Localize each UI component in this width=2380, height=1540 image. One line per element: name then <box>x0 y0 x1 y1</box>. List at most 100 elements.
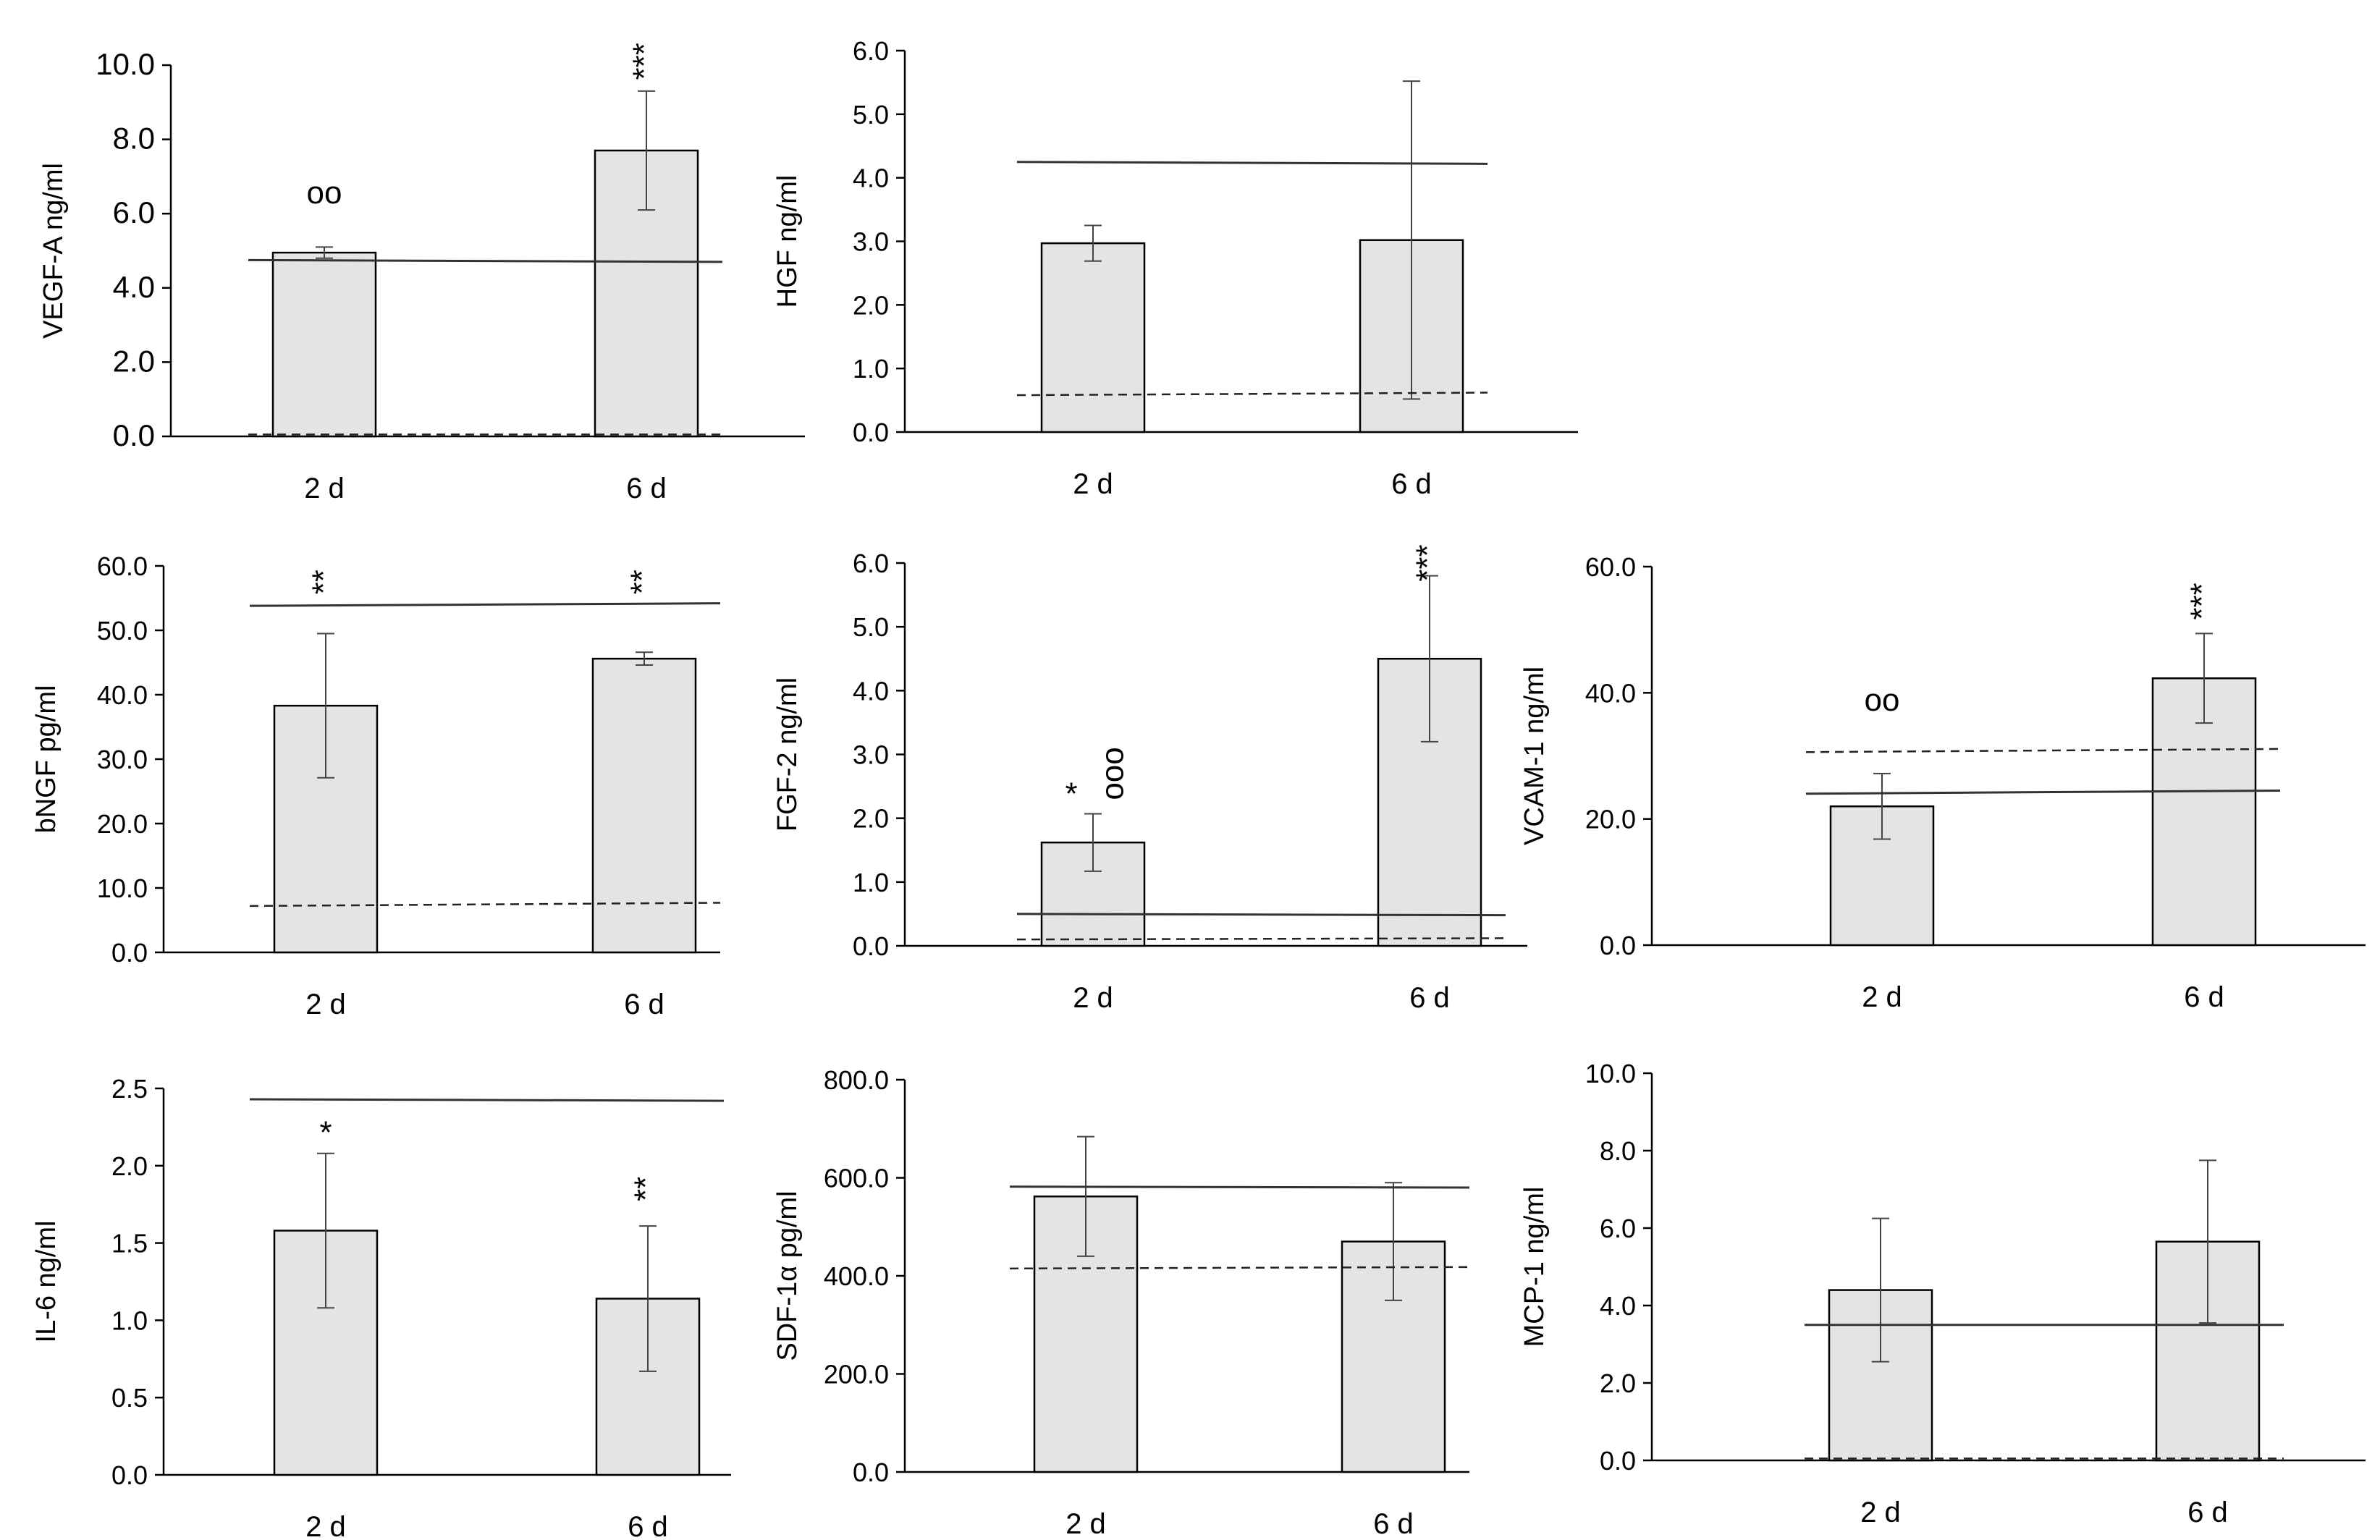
category-label: 6 d <box>1391 468 1432 500</box>
y-tick-label: 2.0 <box>1600 1368 1636 1398</box>
significance-mark: * <box>319 1115 332 1151</box>
chart-panel: 0.0 2.0 4.0 6.0 8.0 10.0 MCP-1 ng/ml 2 d 6 d <box>1519 1059 2366 1528</box>
y-tick-label: 10.0 <box>1585 1059 1636 1088</box>
y-tick-label: 5.0 <box>853 100 889 130</box>
reference-line-dashed <box>1009 1266 1470 1270</box>
y-axis-label: HGF ng/ml <box>772 175 803 308</box>
y-tick-label: 10.0 <box>96 47 155 81</box>
y-axis-label: MCP-1 ng/ml <box>1519 1187 1550 1348</box>
y-axis-label: VEGF-A ng/ml <box>38 163 69 339</box>
significance-mark: ** <box>628 1177 664 1201</box>
y-axis-label: SDF-1α pg/ml <box>772 1190 803 1361</box>
y-tick-label: 4.0 <box>853 676 889 706</box>
significance-mark: *** <box>1410 544 1446 581</box>
y-axis-label: FGF-2 ng/ml <box>772 677 803 832</box>
category-label: 2 d <box>304 473 345 504</box>
significance-mark: oo <box>307 175 342 211</box>
y-tick-label: 1.0 <box>853 354 889 384</box>
category-label: 2 d <box>1073 982 1113 1014</box>
y-tick-label: 600.0 <box>824 1164 889 1193</box>
y-tick-label: 2.0 <box>853 804 889 834</box>
y-tick-label: 20.0 <box>97 809 148 839</box>
reference-line-solid <box>1805 789 2281 795</box>
reference-line-dashed <box>1016 392 1488 397</box>
y-tick-label: 0.0 <box>1600 931 1636 960</box>
reference-line-solid <box>1016 913 1506 917</box>
y-tick-label: 20.0 <box>1585 805 1636 834</box>
y-tick-label: 40.0 <box>1585 678 1636 708</box>
category-label: 2 d <box>1862 981 1902 1013</box>
category-label: 6 d <box>1409 982 1450 1014</box>
significance-mark: *** <box>2185 583 2220 619</box>
y-tick-label: 60.0 <box>97 551 148 581</box>
category-label: 2 d <box>1860 1497 1901 1528</box>
y-tick-label: 0.5 <box>111 1383 148 1413</box>
y-tick-label: 2.0 <box>853 290 889 320</box>
y-tick-label: 0.0 <box>853 418 889 447</box>
y-tick-label: 50.0 <box>97 616 148 646</box>
y-tick-label: 30.0 <box>97 745 148 774</box>
bar <box>591 657 697 954</box>
chart-panel: 0.0 10.0 20.0 30.0 40.0 50.0 60.0 bNGF pg/ml 2 d… <box>31 551 721 1020</box>
significance-mark: * <box>1065 776 1077 811</box>
y-tick-label: 0.0 <box>1600 1446 1636 1476</box>
significance-mark: ** <box>306 570 342 594</box>
chart-panel: 0.0 1.0 2.0 3.0 4.0 5.0 6.0 FGF-2 ng/ml 2 d 6 d * o… <box>772 544 1527 1014</box>
y-axis-label: IL-6 ng/ml <box>31 1221 62 1343</box>
significance-mark: oo <box>1865 682 1900 718</box>
y-tick-label: 2.0 <box>113 344 155 378</box>
y-tick-label: 6.0 <box>113 195 155 229</box>
category-label: 6 d <box>628 1511 668 1540</box>
y-tick-label: 0.0 <box>853 1458 889 1487</box>
reference-line-dashed <box>1805 748 2281 753</box>
reference-line-solid <box>249 1098 725 1102</box>
y-tick-label: 8.0 <box>113 122 155 156</box>
bar <box>1040 242 1146 433</box>
significance-mark: *** <box>627 43 662 80</box>
y-tick-label: 4.0 <box>853 164 889 193</box>
chart-panel: 0.0 20.0 40.0 60.0 VCAM-1 ng/ml 2 d 6 d oo *** <box>1519 552 2366 1013</box>
reference-line-solid <box>249 602 721 607</box>
category-label: 6 d <box>2184 981 2224 1013</box>
significance-mark: ooo <box>1095 747 1131 800</box>
category-label: 2 d <box>1073 468 1113 500</box>
y-tick-label: 3.0 <box>853 227 889 257</box>
y-tick-label: 6.0 <box>1600 1214 1636 1243</box>
y-tick-label: 2.5 <box>111 1074 148 1104</box>
y-tick-label: 0.0 <box>113 418 155 452</box>
y-tick-label: 3.0 <box>853 740 889 770</box>
y-tick-label: 1.0 <box>853 868 889 897</box>
y-tick-label: 400.0 <box>824 1261 889 1291</box>
y-tick-label: 2.0 <box>111 1151 148 1181</box>
y-tick-label: 0.0 <box>853 931 889 961</box>
reference-line-dashed <box>1016 937 1506 941</box>
chart-panel: 0.0 200.0 400.0 600.0 800.0 SDF-1α pg/ml 2 d 6 … <box>772 1065 1470 1540</box>
y-tick-label: 10.0 <box>97 873 148 903</box>
category-label: 6 d <box>624 989 664 1020</box>
y-tick-label: 0.0 <box>111 938 148 968</box>
y-tick-label: 5.0 <box>853 612 889 642</box>
reference-line-solid <box>1016 161 1488 165</box>
y-tick-label: 8.0 <box>1600 1136 1636 1166</box>
y-tick-label: 800.0 <box>824 1065 889 1095</box>
y-tick-label: 6.0 <box>853 549 889 578</box>
category-label: 2 d <box>305 989 346 1020</box>
y-tick-label: 1.0 <box>111 1306 148 1335</box>
reference-line-solid <box>1009 1185 1470 1189</box>
y-tick-label: 6.0 <box>853 36 889 66</box>
y-tick-label: 200.0 <box>824 1360 889 1389</box>
y-tick-label: 60.0 <box>1585 552 1636 582</box>
category-label: 6 d <box>2187 1497 2228 1528</box>
y-tick-label: 4.0 <box>113 270 155 304</box>
reference-line-solid <box>248 258 723 263</box>
y-axis-label: VCAM-1 ng/ml <box>1519 667 1550 845</box>
y-tick-label: 1.5 <box>111 1229 148 1258</box>
category-label: 6 d <box>626 473 667 504</box>
y-tick-label: 4.0 <box>1600 1291 1636 1321</box>
y-tick-label: 0.0 <box>111 1460 148 1490</box>
chart-panel: 0.0 1.0 2.0 3.0 4.0 5.0 6.0 HGF ng/ml 2 d 6 d <box>772 36 1578 500</box>
y-axis-label: bNGF pg/ml <box>31 685 62 834</box>
category-label: 2 d <box>305 1511 346 1540</box>
